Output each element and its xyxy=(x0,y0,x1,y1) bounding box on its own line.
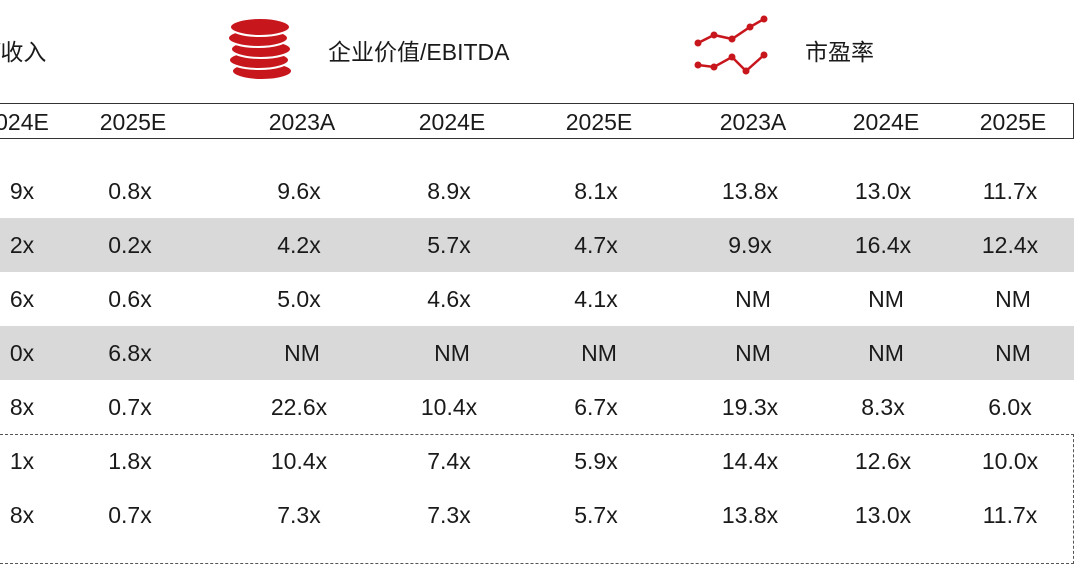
year-header: 2023A xyxy=(719,109,787,135)
table-cell: 10.4x xyxy=(420,394,478,420)
table-cell: 10.0x xyxy=(981,448,1039,474)
year-header: 024E xyxy=(0,109,49,135)
row-band xyxy=(0,218,1074,272)
table-cell: 1.8x xyxy=(108,448,152,474)
table-cell: 13.0x xyxy=(854,502,912,528)
table-cell: 12.4x xyxy=(981,232,1039,258)
table-cell: 8.1x xyxy=(574,178,618,204)
table-cell: 7.3x xyxy=(427,502,471,528)
table-cell: 12.6x xyxy=(854,448,912,474)
table-cell: 9x xyxy=(9,178,35,204)
table-cell: 0.2x xyxy=(108,232,152,258)
table-cell: NM xyxy=(581,340,617,366)
table-cell: NM xyxy=(735,340,771,366)
table-cell: 0.8x xyxy=(108,178,152,204)
table-cell: 9.9x xyxy=(728,232,772,258)
pe-header: 市盈率 xyxy=(805,39,874,65)
table-cell: 0.7x xyxy=(108,394,152,420)
table-cell: 19.3x xyxy=(721,394,779,420)
row-band xyxy=(0,326,1074,380)
table-cell: 7.4x xyxy=(427,448,471,474)
table-cell: NM xyxy=(284,340,320,366)
table-cell: 2x xyxy=(9,232,35,258)
table-cell: 4.6x xyxy=(427,286,471,312)
table-cell: 6x xyxy=(9,286,35,312)
table-cell: 22.6x xyxy=(270,394,328,420)
table-cell: 10.4x xyxy=(270,448,328,474)
line-chart-icon xyxy=(694,15,768,75)
year-header-row xyxy=(0,103,1074,139)
year-header: 2025E xyxy=(565,109,633,135)
table-cell: NM xyxy=(995,340,1031,366)
table-cell: 9.6x xyxy=(277,178,321,204)
table-cell: 4.7x xyxy=(574,232,618,258)
table-cell: NM xyxy=(868,340,904,366)
table-cell: 4.2x xyxy=(277,232,321,258)
year-header: 2025E xyxy=(979,109,1047,135)
table-cell: 0x xyxy=(9,340,35,366)
table-cell: 5.0x xyxy=(277,286,321,312)
year-header: 2025E xyxy=(99,109,167,135)
stacked-coins-icon xyxy=(227,17,293,81)
year-header: 2024E xyxy=(852,109,920,135)
table-cell: 7.3x xyxy=(277,502,321,528)
table-cell: NM xyxy=(868,286,904,312)
table-cell: 0.6x xyxy=(108,286,152,312)
table-cell: 11.7x xyxy=(982,178,1038,204)
table-cell: 1x xyxy=(9,448,35,474)
table-cell: NM xyxy=(735,286,771,312)
table-cell: 14.4x xyxy=(721,448,779,474)
table-cell: 8x xyxy=(9,394,35,420)
table-cell: NM xyxy=(434,340,470,366)
year-header: 2023A xyxy=(268,109,336,135)
table-cell: NM xyxy=(995,286,1031,312)
table-cell: 6.7x xyxy=(574,394,618,420)
table-cell: 13.8x xyxy=(721,502,779,528)
table-cell: 11.7x xyxy=(982,502,1038,528)
table-cell: 13.8x xyxy=(721,178,779,204)
table-cell: 8x xyxy=(9,502,35,528)
ev-ebitda-header: 企业价值/EBITDA xyxy=(328,39,510,65)
table-cell: 6.8x xyxy=(108,340,152,366)
year-header: 2024E xyxy=(418,109,486,135)
table-cell: 0.7x xyxy=(108,502,152,528)
table-cell: 5.7x xyxy=(427,232,471,258)
table-cell: 13.0x xyxy=(854,178,912,204)
table-cell: 8.3x xyxy=(861,394,905,420)
table-cell: 5.9x xyxy=(574,448,618,474)
table-cell: 4.1x xyxy=(574,286,618,312)
table-cell: 6.0x xyxy=(988,394,1032,420)
table-cell: 5.7x xyxy=(574,502,618,528)
table-cell: 16.4x xyxy=(854,232,912,258)
table-cell: 8.9x xyxy=(427,178,471,204)
revenue-multiple-header: /收入 xyxy=(0,39,47,65)
